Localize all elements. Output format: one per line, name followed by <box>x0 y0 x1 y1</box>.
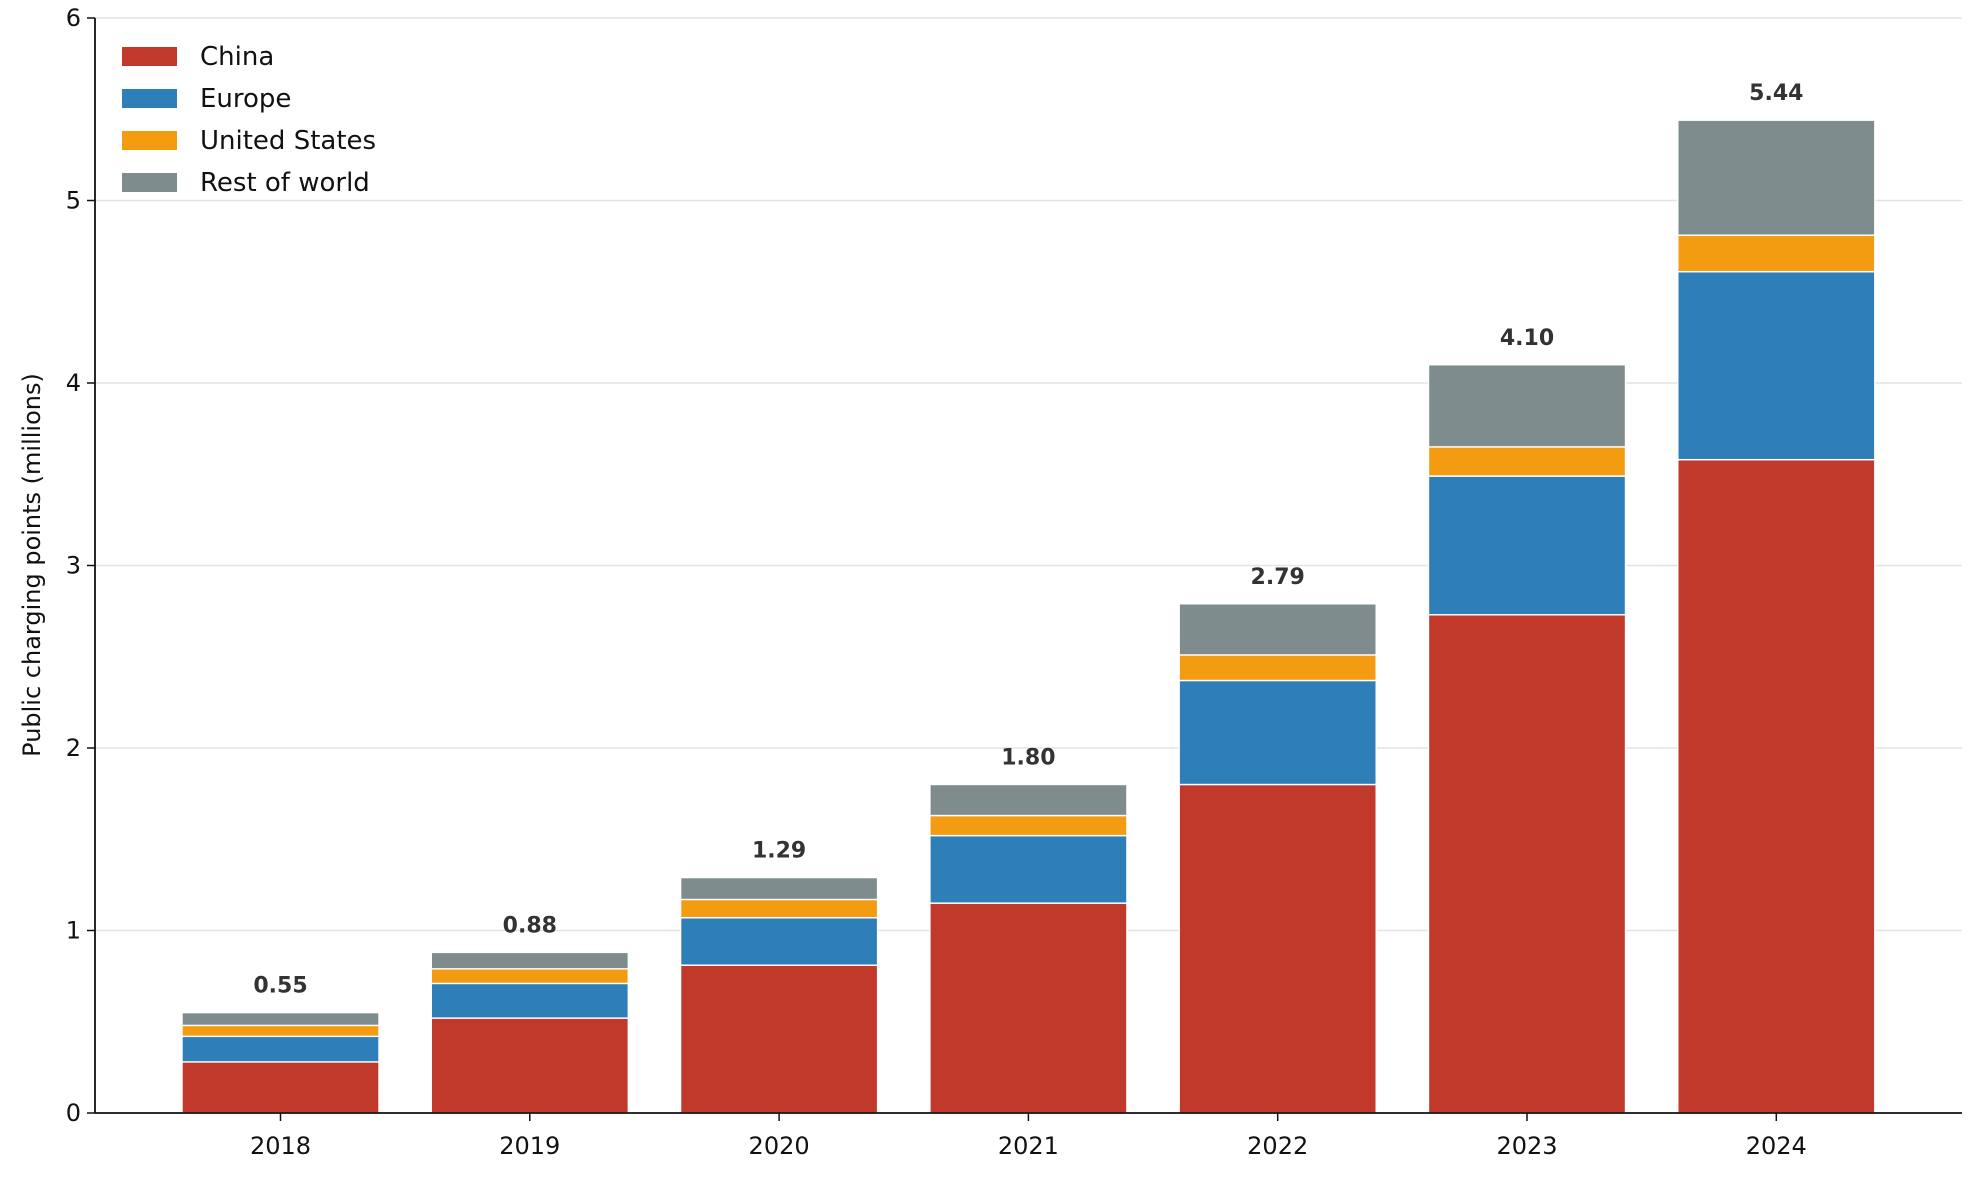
y-tick-label: 5 <box>66 187 81 215</box>
bar-segment-united-states <box>430 968 629 985</box>
bar-segment-china <box>679 964 879 1114</box>
bar-segment-rest-of-world <box>929 783 1128 817</box>
legend: China Europe United States Rest of world <box>122 42 376 198</box>
bar-segment-europe <box>679 917 879 966</box>
bar-segment-china <box>181 1061 380 1114</box>
gridlines <box>95 17 1962 932</box>
total-label: 4.10 <box>1500 326 1554 351</box>
total-label: 1.80 <box>1001 746 1055 771</box>
total-label: 1.29 <box>752 839 806 864</box>
bar-segment-europe <box>1677 270 1876 461</box>
y-tick-label: 6 <box>66 4 81 32</box>
y-tick-label: 2 <box>66 734 81 762</box>
y-tick-label: 3 <box>66 552 81 580</box>
bar-segment-china <box>929 902 1128 1114</box>
bar-segment-rest-of-world <box>1427 364 1627 448</box>
bar-segment-europe <box>181 1035 380 1063</box>
x-tick-label: 2022 <box>1247 1132 1308 1160</box>
bar-segment-europe <box>1427 475 1627 616</box>
bar-segment-united-states <box>929 814 1128 837</box>
y-axis-title: Public charging points (millions) <box>18 373 46 757</box>
bar-segment-china <box>1427 614 1627 1114</box>
bar-segment-rest-of-world <box>430 951 629 970</box>
x-tick-label: 2018 <box>250 1132 311 1160</box>
bars <box>181 119 1876 1114</box>
bar-segment-europe <box>929 834 1128 904</box>
bar-segment-china <box>430 1017 629 1114</box>
x-tick-label: 2024 <box>1746 1132 1807 1160</box>
y-axis-ticks: 0 1 2 3 4 5 6 <box>66 4 95 1127</box>
bar-segment-united-states <box>1677 234 1876 273</box>
bar-segment-rest-of-world <box>1677 119 1876 236</box>
total-labels: 0.55 0.88 1.29 1.80 2.79 4.10 5.44 <box>253 81 1803 998</box>
legend-swatch <box>122 89 177 108</box>
bar-segment-united-states <box>1178 654 1377 682</box>
total-label: 5.44 <box>1749 81 1803 106</box>
x-tick-label: 2019 <box>499 1132 560 1160</box>
legend-swatch <box>122 47 177 66</box>
total-label: 0.88 <box>503 913 557 938</box>
legend-label: Rest of world <box>200 168 370 198</box>
bar-segment-china <box>1677 458 1876 1114</box>
total-label: 2.79 <box>1251 565 1305 590</box>
bar-segment-rest-of-world <box>679 876 879 901</box>
legend-swatch <box>122 131 177 150</box>
bar-segment-europe <box>430 982 629 1019</box>
x-tick-label: 2021 <box>998 1132 1059 1160</box>
legend-swatch <box>122 173 177 192</box>
bar-segment-united-states <box>181 1024 380 1038</box>
x-axis-ticks: 2018 2019 2020 2021 2022 2023 2024 <box>250 1113 1807 1160</box>
bar-segment-china <box>1178 783 1377 1114</box>
bar-segment-rest-of-world <box>181 1011 380 1027</box>
legend-label: China <box>200 42 274 72</box>
x-tick-label: 2023 <box>1496 1132 1557 1160</box>
y-tick-label: 0 <box>66 1099 81 1127</box>
legend-label: United States <box>200 126 376 156</box>
y-tick-label: 1 <box>66 917 81 945</box>
bar-segment-united-states <box>679 898 879 919</box>
legend-label: Europe <box>200 84 291 114</box>
bar-segment-united-states <box>1427 446 1627 477</box>
y-tick-label: 4 <box>66 369 81 397</box>
bar-segment-rest-of-world <box>1178 603 1377 656</box>
bar-segment-europe <box>1178 679 1377 786</box>
total-label: 0.55 <box>253 974 307 999</box>
x-tick-label: 2020 <box>749 1132 810 1160</box>
